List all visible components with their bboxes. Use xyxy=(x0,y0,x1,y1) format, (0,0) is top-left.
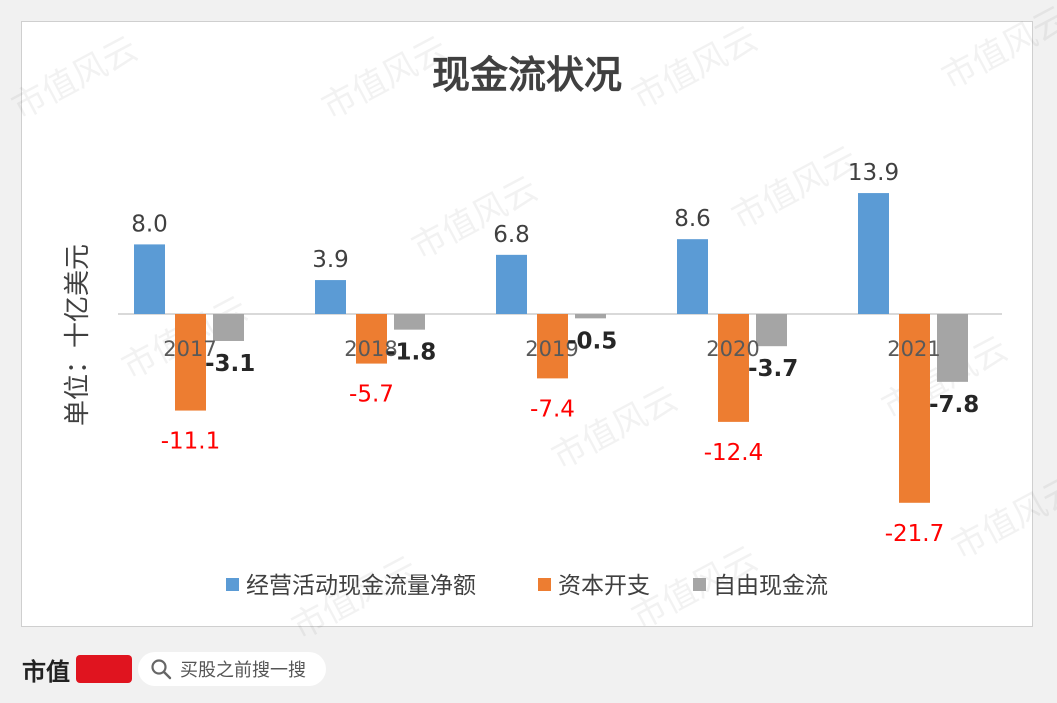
legend-label-s1: 资本开支 xyxy=(558,573,650,599)
brand-logo-icon xyxy=(76,655,132,683)
search-box[interactable]: 买股之前搜一搜 xyxy=(138,652,326,686)
bar-2019-s0 xyxy=(496,254,527,314)
watermark-text: 市值风云 xyxy=(545,379,684,478)
x-tick-label: 2019 xyxy=(525,337,578,361)
bar-2020-s1 xyxy=(718,314,749,422)
data-label-2017-s1: -11.1 xyxy=(161,429,221,455)
bar-2018-s0 xyxy=(315,280,346,314)
data-label-2021-s0: 13.9 xyxy=(848,160,899,186)
bar-2020-s0 xyxy=(677,239,708,314)
y-axis-label: 单位：十亿美元 xyxy=(63,244,93,426)
footer: 市值 买股之前搜一搜 xyxy=(0,640,1057,700)
data-label-2020-s2: -3.7 xyxy=(748,356,798,382)
watermark-text: 市值风云 xyxy=(405,169,544,268)
data-label-2019-s1: -7.4 xyxy=(530,396,575,422)
brand: 市值 xyxy=(22,652,132,686)
bar-2021-s0 xyxy=(858,193,889,314)
bar-2017-s1 xyxy=(175,314,206,411)
watermark-text: 市值风云 xyxy=(725,139,864,238)
bar-2018-s2 xyxy=(394,314,425,330)
data-label-2019-s2: -0.5 xyxy=(567,328,617,354)
bar-2018-s1 xyxy=(356,314,387,364)
bar-2017-s2 xyxy=(213,314,244,341)
bar-2020-s2 xyxy=(756,314,787,347)
bar-2021-s2 xyxy=(937,314,968,382)
data-label-2020-s0: 8.6 xyxy=(674,206,711,232)
data-label-2018-s0: 3.9 xyxy=(312,247,349,273)
data-label-2021-s1: -21.7 xyxy=(885,521,945,547)
legend: 经营活动现金流量净额 资本开支 自由现金流 xyxy=(226,573,828,599)
legend-swatch-s0 xyxy=(226,578,239,591)
x-tick-label: 2021 xyxy=(887,337,940,361)
bars: 2017 8.0 -11.1 -3.1 2018 3.9 -5.7 -1.8 2019 6.8 -7… xyxy=(131,160,979,547)
data-label-2020-s1: -12.4 xyxy=(704,440,764,466)
x-tick-label: 2018 xyxy=(344,337,397,361)
watermark-text: 市值风云 xyxy=(945,469,1057,568)
bar-2019-s2 xyxy=(575,314,606,319)
data-label-2019-s0: 6.8 xyxy=(493,222,530,248)
data-label-2018-s1: -5.7 xyxy=(349,382,394,408)
x-tick-label: 2017 xyxy=(163,337,216,361)
data-label-2017-s2: -3.1 xyxy=(205,351,255,377)
data-label-2021-s2: -7.8 xyxy=(929,392,979,418)
legend-swatch-s1 xyxy=(538,578,551,591)
search-icon xyxy=(151,659,172,680)
legend-swatch-s2 xyxy=(693,578,706,591)
x-tick-label: 2020 xyxy=(706,337,759,361)
data-label-2018-s2: -1.8 xyxy=(386,340,436,366)
chart-title: 现金流状况 xyxy=(432,53,622,97)
watermark-text: 市值风云 xyxy=(625,19,764,118)
bar-2019-s1 xyxy=(537,314,568,379)
data-label-2017-s0: 8.0 xyxy=(131,211,168,237)
brand-name: 市值 xyxy=(22,656,70,686)
legend-label-s2: 自由现金流 xyxy=(713,573,828,599)
bar-2017-s0 xyxy=(134,244,165,314)
watermark-text: 市值风云 xyxy=(5,29,144,128)
search-text: 买股之前搜一搜 xyxy=(180,660,306,681)
watermark-text: 市值风云 xyxy=(935,0,1057,98)
legend-label-s0: 经营活动现金流量净额 xyxy=(246,573,476,599)
bar-2021-s1 xyxy=(899,314,930,503)
